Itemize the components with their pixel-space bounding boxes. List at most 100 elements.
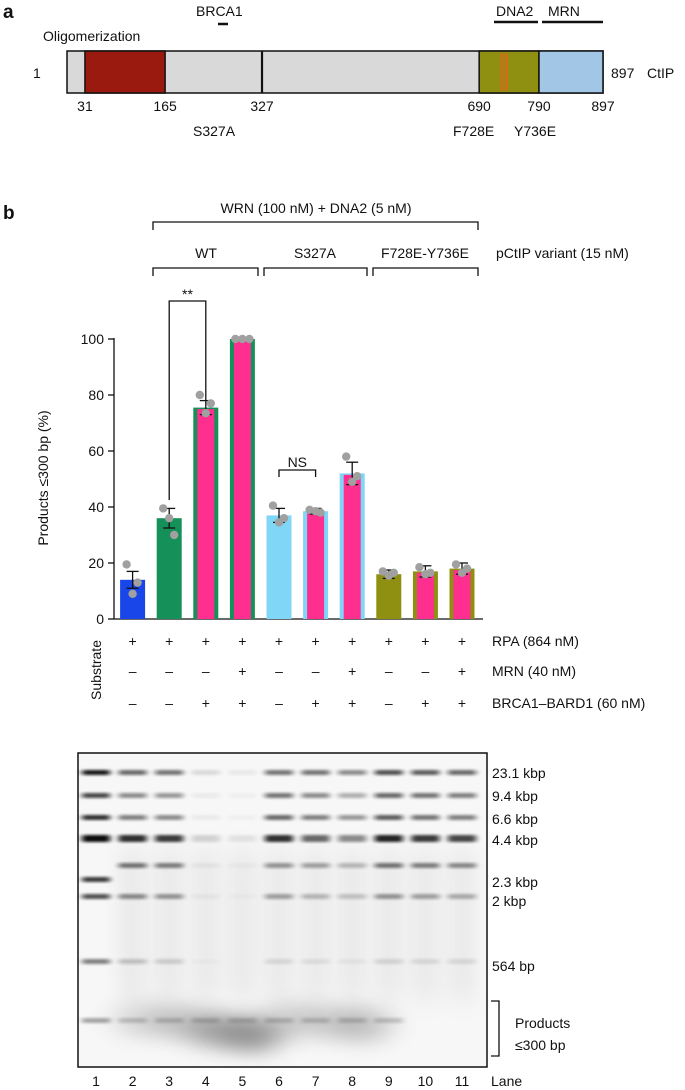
significance-label: NS xyxy=(288,454,307,470)
gel-band xyxy=(155,770,184,775)
lane-number: 8 xyxy=(348,1073,356,1089)
condition-sign: + xyxy=(458,633,466,649)
gel-band xyxy=(265,770,293,775)
lane-number: 10 xyxy=(418,1073,434,1089)
condition-sign: + xyxy=(348,695,356,711)
significance-label: ** xyxy=(182,286,193,302)
bar xyxy=(453,570,471,619)
bar xyxy=(416,572,434,619)
lane-number: 1 xyxy=(92,1073,100,1089)
size-marker: 23.1 kbp xyxy=(492,765,546,781)
data-point xyxy=(353,472,362,481)
mutation-y736e: Y736E xyxy=(514,123,556,139)
bar xyxy=(376,574,402,619)
data-point xyxy=(426,568,435,577)
gel-band xyxy=(338,863,367,868)
dna2-domain xyxy=(478,50,540,94)
lane-smear xyxy=(229,850,256,1000)
condition-sign: + xyxy=(275,633,283,649)
condition-label: RPA (864 nM) xyxy=(492,633,579,649)
size-marker-labels: 23.1 kbp 9.4 kbp 6.6 kbp 4.4 kbp 2.3 kbp 2 kb… xyxy=(492,765,546,974)
lane-number: 7 xyxy=(312,1073,320,1089)
wrn-dna2-bracket xyxy=(152,221,479,230)
gel-band xyxy=(338,770,367,775)
gel-band xyxy=(191,863,220,868)
condition-sign: + xyxy=(458,695,466,711)
data-point xyxy=(389,568,398,577)
bar xyxy=(343,474,361,619)
panel-b-letter: b xyxy=(3,203,15,224)
gel-band xyxy=(191,1018,220,1023)
data-point xyxy=(170,530,179,540)
gel-band xyxy=(301,770,330,775)
wrn-dna2-label: WRN (100 nM) + DNA2 (5 nM) xyxy=(221,200,412,216)
gel-band xyxy=(374,1018,403,1023)
gel-band xyxy=(301,835,330,842)
y-tick-label: 80 xyxy=(88,387,104,403)
gel-band xyxy=(265,959,293,964)
gel-band xyxy=(411,835,440,842)
gel-band xyxy=(228,793,256,798)
lane-smear xyxy=(449,850,475,1000)
size-marker: 2 kbp xyxy=(492,893,526,909)
gel-band xyxy=(82,1018,110,1023)
lane-smear xyxy=(192,850,219,1000)
gel-band xyxy=(301,959,330,964)
condition-sign: – xyxy=(275,663,283,679)
protein-name: CtIP xyxy=(647,65,674,81)
gel-band xyxy=(228,770,257,775)
oligomerization-domain xyxy=(84,50,166,94)
lane-smear xyxy=(412,850,439,1000)
condition-sign: – xyxy=(385,695,393,711)
condition-label: BRCA1–BARD1 (60 nM) xyxy=(492,695,645,711)
condition-sign: + xyxy=(165,633,173,649)
condition-sign: + xyxy=(421,633,429,649)
gel-band xyxy=(155,1018,184,1023)
mrn-domain xyxy=(538,50,604,94)
gel-band xyxy=(374,770,403,775)
gel-band xyxy=(448,959,476,964)
y-tick-label: 40 xyxy=(88,499,104,515)
gel-band xyxy=(155,835,184,842)
gel-band xyxy=(118,959,147,964)
start-residue: 1 xyxy=(33,65,41,81)
gel-image xyxy=(77,752,488,1068)
gel-band xyxy=(228,894,256,899)
gel-band xyxy=(411,863,440,868)
bar-lane-4 xyxy=(193,390,219,619)
lane-number: 9 xyxy=(385,1073,393,1089)
condition-sign: + xyxy=(238,633,246,649)
conditions-table: + + + + + + + + + + RPA (864 nM) – – – + – – + – – + MRN (40 … xyxy=(129,633,646,711)
condition-sign: + xyxy=(312,695,320,711)
gel-band xyxy=(191,770,220,775)
data-point xyxy=(231,334,240,344)
lane-smear xyxy=(156,850,183,1000)
data-point xyxy=(245,334,254,344)
lane-number: 2 xyxy=(129,1073,137,1089)
gel-band xyxy=(82,894,110,899)
condition-sign: + xyxy=(238,695,246,711)
lane-smear xyxy=(119,850,146,1000)
y-axis-label: Products ≤300 bp (%) xyxy=(35,410,51,545)
gel-band xyxy=(265,863,293,868)
condition-sign: – xyxy=(312,663,320,679)
y-tick-label: 0 xyxy=(96,611,104,627)
data-point xyxy=(206,399,215,408)
data-point xyxy=(159,504,168,513)
condition-sign: + xyxy=(238,663,246,679)
condition-sign: + xyxy=(458,663,466,679)
gel-band xyxy=(411,894,440,899)
mutation-s327a: S327A xyxy=(193,123,236,139)
gel-band xyxy=(301,815,330,820)
products-bracket xyxy=(491,1000,500,1057)
condition-sign: – xyxy=(129,663,137,679)
lane-smear xyxy=(302,850,329,1000)
gel-band xyxy=(448,894,476,899)
size-marker: 9.4 kbp xyxy=(492,788,538,804)
lane-word: Lane xyxy=(491,1073,522,1089)
gel-band xyxy=(191,815,220,820)
gel-band xyxy=(228,863,256,868)
bar xyxy=(233,340,251,619)
residue-position: 165 xyxy=(153,98,177,114)
dna2-label: DNA2 xyxy=(496,3,534,19)
